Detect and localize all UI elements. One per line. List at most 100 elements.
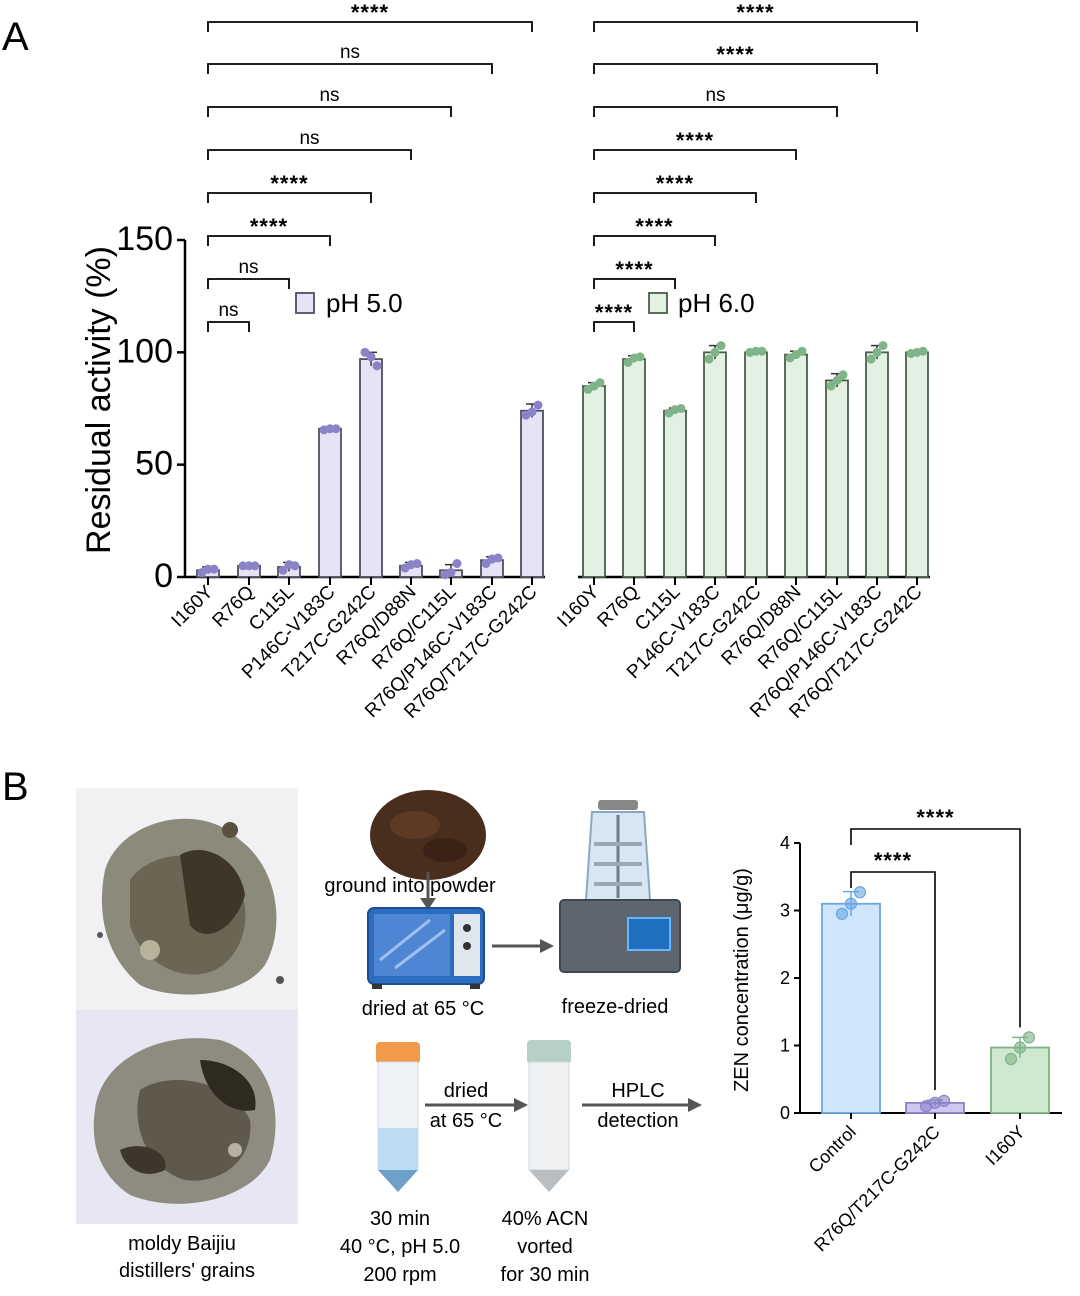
data-point-ph6: [878, 341, 888, 351]
legend-swatch-ph5: [295, 292, 315, 314]
bar-ph6: [865, 351, 889, 578]
significance-label: ****: [916, 805, 954, 830]
significance-bracket: [593, 149, 797, 160]
significance-label: ns: [238, 257, 258, 278]
data-point-ph6: [635, 352, 645, 362]
significance-bracket: [207, 235, 331, 246]
y-tick-label: 3: [780, 901, 790, 921]
y-tick-label: 0: [154, 557, 173, 595]
data-point-ph6: [838, 370, 848, 380]
data-point-ph5: [372, 361, 382, 371]
data-point-ph6: [704, 354, 714, 364]
data-point-ph5: [452, 559, 462, 569]
significance-bracket: [593, 63, 878, 74]
data-point-ph6: [826, 381, 836, 391]
data-point: [937, 1094, 951, 1107]
y-tick-label: 1: [780, 1036, 790, 1056]
bar-ph6: [905, 351, 929, 578]
bar-ph6: [703, 351, 727, 578]
step-freeze-label: freeze-dried: [562, 996, 669, 1018]
arrow-dried-line1: dried: [444, 1080, 488, 1102]
photo-grains-top: [76, 788, 298, 1010]
bar-ph5: [359, 358, 383, 578]
data-point-ph5: [493, 553, 503, 563]
significance-bracket: [593, 321, 635, 332]
data-point-ph6: [623, 357, 633, 367]
data-point-ph6: [716, 341, 726, 351]
step-dried-label: dried at 65 °C: [362, 998, 485, 1020]
tube2-line1: 40% ACN: [502, 1208, 589, 1230]
significance-label: ns: [340, 42, 360, 63]
significance-bracket: [207, 63, 493, 74]
panel-b-letter: B: [2, 765, 29, 809]
data-point-ph5: [533, 400, 543, 410]
significance-bracket: [593, 235, 716, 246]
photo-grains-bottom: [76, 1010, 298, 1224]
data-point: [1004, 1052, 1018, 1066]
data-point-ph6: [872, 347, 882, 357]
panel-a-letter: A: [2, 15, 29, 59]
category-label: I160Y: [554, 581, 604, 631]
freeze-dryer-icon: [559, 800, 681, 973]
significance-label: ns: [218, 300, 238, 321]
data-point-ph5: [446, 568, 456, 578]
significance-bracket: [593, 192, 757, 203]
bar-ph5: [318, 427, 342, 578]
significance-label: ****: [676, 128, 714, 153]
oven-icon: [367, 907, 485, 989]
bar-ph6: [744, 351, 768, 578]
tube-gray-icon: [527, 1040, 571, 1192]
significance-bracket: [850, 828, 1021, 1028]
tube2-line2: vorted: [517, 1236, 573, 1258]
significance-label: ****: [874, 848, 912, 873]
y-tick-label: 0: [780, 1103, 790, 1123]
y-tick-label: 50: [135, 445, 173, 483]
arrow-hplc-line1: HPLC: [611, 1080, 664, 1102]
tube1-line2: 40 °C, pH 5.0: [340, 1236, 460, 1258]
significance-bracket: [207, 106, 452, 117]
y-tick-label: 100: [116, 332, 173, 370]
significance-label: ****: [595, 300, 633, 325]
data-point: [1022, 1031, 1036, 1044]
data-point: [844, 897, 858, 910]
tube2-line3: for 30 min: [501, 1264, 590, 1286]
chart-b-y-axis-title: ZEN concentration (μg/g): [731, 868, 753, 1092]
tube1-line3: 200 rpm: [363, 1264, 436, 1286]
significance-label: ns: [299, 128, 319, 149]
data-point-ph6: [757, 346, 767, 356]
significance-bracket: [207, 278, 290, 289]
data-point: [835, 907, 849, 920]
data-point-ph6: [797, 346, 807, 356]
powder-icon: [370, 790, 486, 880]
arrow-hplc-line2: detection: [597, 1110, 678, 1132]
significance-label: ****: [351, 0, 389, 25]
data-point-ph5: [278, 565, 288, 575]
bar: [821, 902, 881, 1114]
bar-ph6: [582, 385, 606, 578]
data-point-ph6: [832, 375, 842, 385]
significance-label: ****: [736, 0, 774, 25]
significance-label: ****: [716, 42, 754, 67]
data-point-ph5: [412, 559, 422, 569]
bar-ph6: [663, 409, 687, 578]
significance-label: ****: [250, 214, 288, 239]
bar-ph5: [520, 409, 544, 578]
significance-bracket: [207, 149, 412, 160]
data-point-ph5: [360, 347, 370, 357]
data-point-ph6: [676, 404, 686, 413]
significance-label: ns: [319, 85, 339, 106]
legend-label-ph6: pH 6.0: [678, 288, 755, 318]
arrow-dried-line2: at 65 °C: [430, 1110, 502, 1132]
photo-caption-line2: distillers' grains: [119, 1260, 255, 1282]
data-point-ph5: [250, 561, 260, 571]
data-point: [1013, 1041, 1027, 1054]
bar-ph6: [825, 379, 849, 578]
category-label: I160Y: [168, 581, 218, 631]
photo-caption-line1: moldy Baijiu: [128, 1233, 236, 1255]
data-point-ph5: [481, 559, 491, 569]
data-point-ph6: [918, 346, 928, 356]
data-point-ph5: [209, 564, 219, 574]
significance-label: ****: [656, 171, 694, 196]
